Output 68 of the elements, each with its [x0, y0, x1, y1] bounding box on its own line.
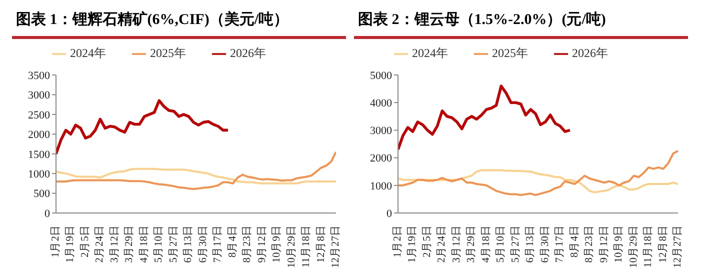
x-tick-label: 11月18日 — [300, 225, 312, 268]
chart-title: 图表 2：锂云母（1.5%-2.0%）(元/吨) — [357, 10, 607, 30]
x-tick-label: 1月19日 — [64, 225, 76, 263]
x-tick-label: 1月19日 — [406, 225, 418, 263]
y-tick-label: 2000 — [370, 152, 392, 165]
x-tick-label: 7月17日 — [554, 225, 566, 263]
x-tick-label: 8月4日 — [568, 225, 580, 258]
legend-label: 2026年 — [572, 46, 608, 60]
x-tick-label: 5月10日 — [152, 225, 165, 263]
line-series — [398, 150, 678, 196]
y-tick-label: 3500 — [28, 70, 50, 82]
line-series — [398, 169, 678, 194]
x-tick-label: 5月27日 — [167, 225, 180, 263]
x-tick-label: 5月10日 — [494, 225, 507, 263]
y-tick-label: 5000 — [370, 70, 392, 82]
line-series — [56, 99, 230, 156]
line-series — [56, 150, 336, 190]
x-tick-label: 7月17日 — [212, 225, 224, 263]
x-tick-label: 2月5日 — [78, 225, 91, 258]
legend-label: 2024年 — [70, 46, 106, 60]
x-tick-label: 4月18日 — [480, 225, 492, 263]
y-tick-label: 4000 — [370, 98, 392, 110]
legend-label: 2025年 — [492, 46, 528, 60]
x-tick-label: 8月23日 — [241, 225, 254, 263]
x-tick-label: 12月8日 — [656, 225, 669, 263]
x-tick-label: 2月24日 — [94, 225, 106, 263]
x-tick-label: 9月12日 — [598, 225, 610, 263]
x-tick-label: 1月2日 — [392, 225, 404, 258]
x-tick-label: 8月4日 — [226, 225, 238, 258]
x-tick-label: 1月2日 — [50, 225, 62, 258]
x-tick-label: 11月18日 — [642, 225, 654, 268]
x-tick-label: 12月8日 — [314, 225, 327, 263]
legend-label: 2024年 — [412, 46, 448, 60]
y-tick-label: 3000 — [370, 125, 392, 138]
y-tick-label: 0 — [44, 208, 50, 220]
x-tick-label: 12月27日 — [330, 225, 342, 268]
x-tick-label: 3月12日 — [108, 225, 120, 263]
x-tick-label: 10月29日 — [285, 225, 298, 268]
x-tick-label: 5月27日 — [509, 225, 522, 263]
x-tick-label: 3月29日 — [465, 225, 478, 263]
x-tick-label: 6月30日 — [538, 225, 551, 263]
line-series — [398, 84, 572, 151]
y-tick-label: 1500 — [28, 148, 50, 161]
chart-title: 图表 1：锂辉石精矿(6%,CIF)（美元/吨） — [15, 10, 290, 30]
x-tick-label: 4月18日 — [138, 225, 150, 263]
x-tick-label: 8月23日 — [583, 225, 596, 263]
y-tick-label: 500 — [34, 188, 50, 200]
line-series — [56, 168, 336, 184]
y-tick-label: 0 — [386, 208, 392, 220]
x-tick-label: 3月29日 — [123, 225, 136, 263]
y-tick-label: 2500 — [28, 109, 50, 122]
x-tick-label: 2月5日 — [420, 225, 433, 258]
x-tick-label: 12月27日 — [672, 225, 684, 268]
x-tick-label: 6月30日 — [196, 225, 209, 263]
x-tick-label: 6月13日 — [182, 225, 194, 263]
x-tick-label: 10月9日 — [270, 225, 283, 263]
y-tick-label: 2000 — [28, 129, 50, 142]
x-tick-label: 9月12日 — [256, 225, 268, 263]
legend-label: 2025年 — [150, 46, 186, 60]
x-tick-label: 6月13日 — [524, 225, 536, 263]
y-tick-label: 3000 — [28, 90, 50, 102]
x-tick-label: 3月12日 — [450, 225, 462, 263]
y-tick-label: 1000 — [370, 180, 392, 192]
x-tick-label: 2月24日 — [436, 225, 448, 263]
y-tick-label: 1000 — [28, 168, 50, 180]
x-tick-label: 10月29日 — [627, 225, 640, 268]
x-tick-label: 10月9日 — [612, 225, 625, 263]
legend-label: 2026年 — [230, 46, 266, 60]
